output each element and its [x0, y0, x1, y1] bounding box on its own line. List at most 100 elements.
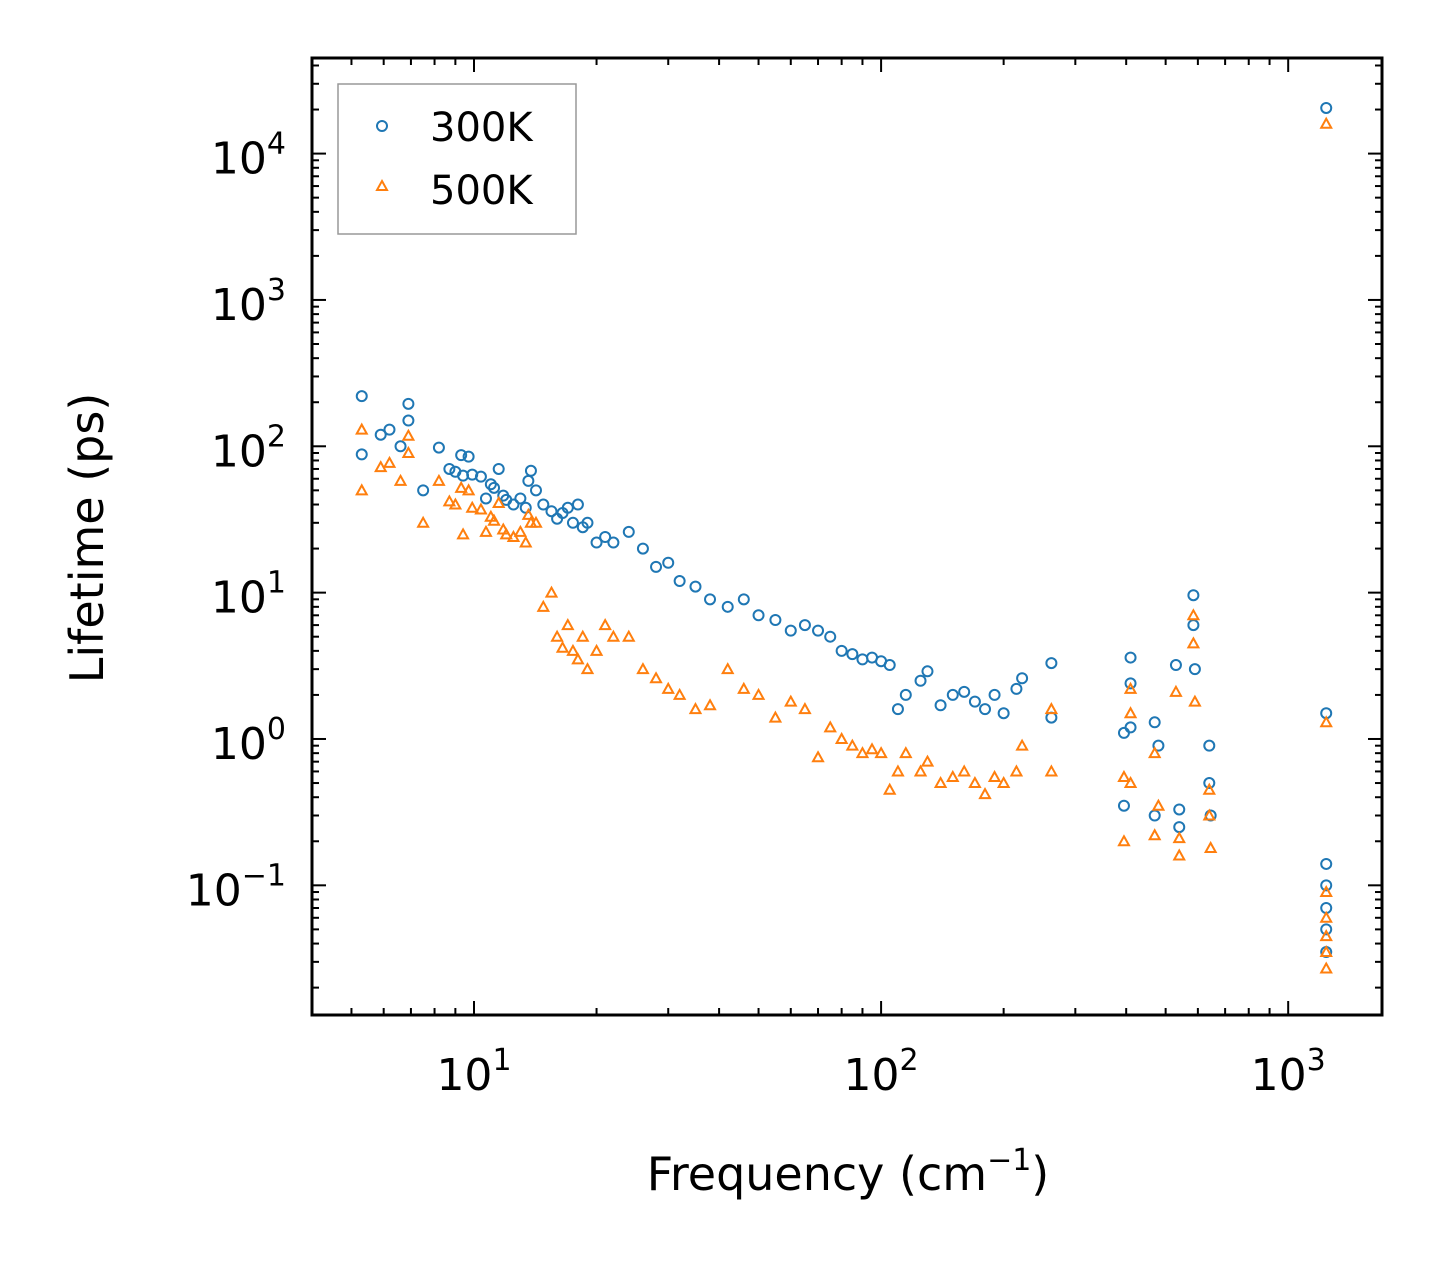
data-point-500K [499, 527, 513, 540]
series-500K [355, 116, 1333, 974]
legend-box [337, 83, 577, 235]
data-point-500K [768, 710, 783, 723]
data-point-300K [507, 498, 520, 511]
data-point-300K [673, 575, 686, 588]
data-point-300K [689, 580, 702, 593]
data-point-300K [899, 688, 912, 701]
y-tick-label: 104 [211, 127, 286, 185]
data-point-300K [824, 630, 837, 643]
data-point-300K [914, 674, 927, 687]
plot-frame [310, 56, 1384, 1017]
data-point-500K [606, 629, 621, 642]
points-layer [355, 101, 1333, 974]
data-point-300K [402, 397, 415, 410]
data-point-500K [1147, 828, 1162, 841]
data-point-300K [607, 536, 620, 549]
data-point-500K [672, 687, 687, 700]
data-point-500K [703, 698, 717, 711]
data-point-500K [823, 720, 837, 733]
x-tick-label: 102 [844, 1043, 919, 1101]
data-point-500K [393, 473, 408, 486]
data-point-500K [521, 507, 536, 520]
data-point-500K [1319, 910, 1333, 923]
data-point-300K [432, 441, 445, 454]
data-point-300K [1124, 651, 1137, 664]
data-point-300K [524, 464, 537, 477]
legend-marker-300K [376, 120, 388, 132]
data-point-500K [968, 775, 982, 789]
data-point-500K [1169, 684, 1183, 697]
data-point-300K [484, 478, 497, 491]
x-tick-label: 103 [1251, 1043, 1326, 1101]
data-point-300K [492, 462, 505, 475]
data-point-300K [1203, 739, 1216, 752]
data-point-500K [855, 746, 870, 759]
data-point-500K [1186, 636, 1201, 649]
data-point-300K [571, 498, 584, 511]
x-axis-title: Frequency (cm−1) [647, 1143, 1050, 1201]
data-point-500K [891, 764, 905, 777]
data-point-500K [845, 738, 860, 751]
data-point-300K [968, 695, 981, 708]
data-point-500K [529, 515, 543, 528]
data-point-300K [835, 644, 848, 657]
data-point-300K [921, 665, 934, 678]
data-point-500K [382, 455, 397, 468]
data-point-500K [1123, 681, 1138, 694]
data-point-500K [536, 599, 551, 612]
data-point-300K [622, 525, 635, 538]
data-point-300K [737, 593, 750, 606]
data-point-500K [416, 515, 430, 528]
data-point-500K [1202, 782, 1216, 795]
legend-label-300K: 300K [430, 105, 534, 151]
y-tick-label: 101 [211, 566, 286, 624]
data-point-500K [479, 524, 493, 537]
data-point-300K [514, 492, 527, 505]
data-point-500K [465, 500, 479, 513]
data-point-300K [769, 614, 782, 627]
data-point-300K [1173, 803, 1186, 816]
data-point-300K [1188, 663, 1201, 676]
data-point-300K [488, 481, 501, 494]
data-point-300K [662, 556, 675, 569]
data-point-300K [545, 505, 558, 518]
data-point-300K [1203, 777, 1216, 790]
data-point-300K [443, 462, 456, 475]
data-point-500K [1044, 764, 1059, 777]
data-point-500K [1151, 798, 1166, 811]
data-point-500K [1044, 702, 1059, 715]
data-point-300K [1016, 672, 1029, 685]
data-point-300K [979, 703, 992, 716]
data-point-500K [946, 769, 960, 782]
data-point-300K [537, 498, 550, 511]
data-point-500K [1015, 738, 1029, 751]
data-point-300K [417, 484, 430, 497]
data-point-500K [649, 671, 663, 684]
data-point-500K [519, 535, 533, 548]
data-point-500K [1009, 764, 1024, 777]
legend-marker-500K [375, 178, 389, 191]
data-point-500K [555, 640, 570, 653]
data-point-500K [401, 445, 416, 458]
data-point-500K [598, 618, 612, 631]
data-point-300K [636, 542, 649, 555]
data-point-300K [988, 688, 1001, 701]
data-point-500K [933, 775, 948, 789]
data-point-500K [401, 428, 416, 441]
data-point-500K [544, 585, 559, 598]
data-point-500K [442, 494, 457, 507]
data-point-300K [1320, 879, 1333, 892]
data-point-300K [402, 414, 415, 427]
data-point-500K [865, 742, 879, 755]
data-point-500K [561, 618, 575, 631]
data-point-300K [946, 688, 959, 701]
data-point-500K [622, 629, 636, 642]
data-point-300K [561, 501, 574, 514]
data-point-500K [636, 662, 650, 675]
data-point-300K [474, 470, 487, 483]
data-point-300K [1187, 589, 1200, 602]
data-point-500K [957, 764, 971, 777]
data-point-500K [1117, 834, 1131, 847]
